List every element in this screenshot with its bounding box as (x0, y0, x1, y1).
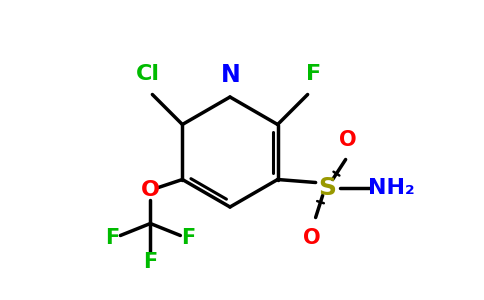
Text: NH₂: NH₂ (368, 178, 415, 197)
Text: F: F (306, 64, 321, 85)
Text: O: O (339, 130, 356, 149)
Text: F: F (105, 227, 120, 248)
Text: F: F (143, 251, 157, 272)
Text: O: O (303, 227, 320, 248)
Text: F: F (181, 227, 196, 248)
Text: N: N (221, 63, 241, 87)
Text: S: S (318, 176, 337, 200)
Text: O: O (141, 179, 160, 200)
Text: Cl: Cl (136, 64, 160, 85)
